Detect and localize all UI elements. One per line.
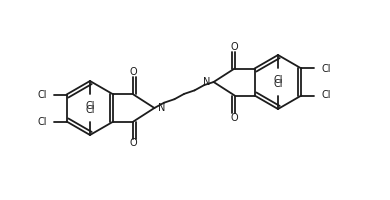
Text: N: N [203, 77, 210, 87]
Text: O: O [231, 112, 238, 122]
Text: Cl: Cl [273, 75, 283, 85]
Text: O: O [231, 42, 238, 51]
Text: O: O [129, 138, 137, 148]
Text: Cl: Cl [85, 105, 95, 115]
Text: Cl: Cl [273, 79, 283, 89]
Text: Cl: Cl [37, 116, 47, 127]
Text: Cl: Cl [321, 64, 331, 73]
Text: Cl: Cl [85, 101, 95, 111]
Text: O: O [129, 68, 137, 77]
Text: Cl: Cl [321, 90, 331, 100]
Text: N: N [158, 103, 165, 113]
Text: Cl: Cl [37, 90, 47, 99]
